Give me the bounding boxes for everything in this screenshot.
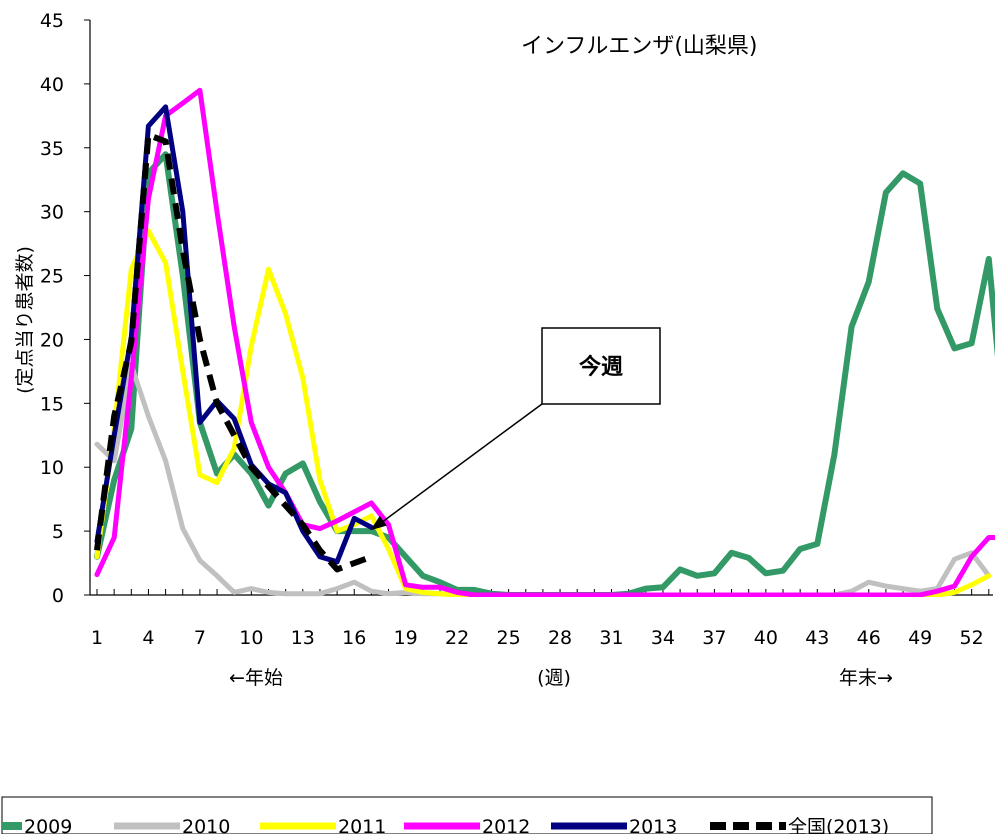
y-axis-label: (定点当り患者数) <box>14 246 36 394</box>
chart-title: インフルエンザ(山梨県) <box>521 34 758 59</box>
annotation-text: 今週 <box>579 354 623 380</box>
legend-label-2011: 2011 <box>338 816 386 834</box>
x-tick-label: 22 <box>445 627 469 649</box>
legend-label-全国(2013): 全国(2013) <box>788 816 889 834</box>
y-tick-label: 40 <box>40 74 64 96</box>
legend-label-2013: 2013 <box>629 816 677 834</box>
series-全国(2013)-line <box>94 132 373 573</box>
x-tick-label: 4 <box>142 627 154 649</box>
legend-label-2009: 2009 <box>24 816 72 834</box>
annotation-callout: 今週 <box>370 327 661 531</box>
y-tick-label: 35 <box>40 138 64 160</box>
legend: 2009 2010 2011 2012 2013 全国(2013) <box>1 796 933 834</box>
x-tick-label: 19 <box>394 627 418 649</box>
x-tick-label: 37 <box>702 627 726 649</box>
y-tick-label: 0 <box>52 585 64 607</box>
x-axis-label: (週) <box>537 667 571 689</box>
y-tick-label: 20 <box>40 329 64 351</box>
annotation-arrow <box>375 403 543 527</box>
annotation-box <box>541 327 661 405</box>
y-tick-label: 30 <box>40 202 64 224</box>
x-tick-label: 1 <box>91 627 103 649</box>
x-end-label: 年末→ <box>839 667 893 689</box>
x-start-label: ←年始 <box>229 667 283 689</box>
x-tick-label: 52 <box>960 627 984 649</box>
x-tick-label: 10 <box>239 627 263 649</box>
x-tick-label: 49 <box>908 627 932 649</box>
x-tick-label: 43 <box>805 627 829 649</box>
legend-label-2012: 2012 <box>482 816 530 834</box>
series-layer <box>94 87 995 597</box>
y-tick-label: 25 <box>40 266 64 288</box>
x-tick-label: 28 <box>548 627 572 649</box>
y-tick-label: 5 <box>52 521 64 543</box>
axes: 0 5 10 15 20 25 30 35 40 45 1 4 7 10 13 16 19 22 25 28 31 34 3… <box>40 10 993 649</box>
x-tick-label: 16 <box>342 627 366 649</box>
y-tick-label: 45 <box>40 10 64 32</box>
legend-label-2010: 2010 <box>182 816 230 834</box>
y-tick-label: 10 <box>40 457 64 479</box>
x-tick-label: 40 <box>754 627 778 649</box>
x-tick-label: 31 <box>599 627 623 649</box>
y-tick-label: 15 <box>40 393 64 415</box>
annotation-arrowhead <box>370 515 387 531</box>
x-tick-label: 46 <box>857 627 881 649</box>
x-tick-label: 7 <box>194 627 206 649</box>
x-tick-label: 25 <box>497 627 521 649</box>
x-tick-label: 34 <box>651 627 675 649</box>
x-tick-label: 13 <box>291 627 315 649</box>
series-2012-line <box>94 87 995 597</box>
